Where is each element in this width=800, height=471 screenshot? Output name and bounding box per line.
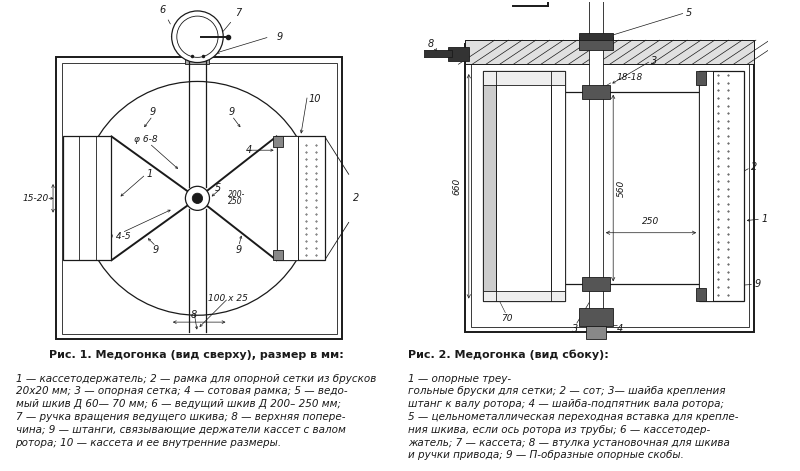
Text: 70: 70 — [501, 314, 512, 323]
Bar — [273, 250, 283, 260]
Text: 3: 3 — [572, 324, 578, 334]
Text: 9: 9 — [277, 32, 283, 42]
Text: 7: 7 — [223, 8, 242, 31]
Bar — [482, 291, 565, 301]
Bar — [482, 71, 496, 301]
Bar — [448, 47, 469, 61]
Bar — [699, 71, 713, 301]
Text: 5: 5 — [686, 8, 692, 18]
Bar — [579, 37, 613, 50]
Text: 18-18: 18-18 — [617, 73, 643, 82]
Bar — [277, 137, 298, 260]
Text: 6: 6 — [160, 5, 170, 24]
Bar — [482, 71, 565, 301]
Bar — [57, 57, 342, 339]
Bar — [418, 50, 451, 57]
Text: 250: 250 — [642, 217, 660, 226]
Text: 5: 5 — [215, 183, 221, 193]
Text: 8: 8 — [191, 310, 197, 320]
Bar — [470, 49, 749, 327]
Text: φ 4-5: φ 4-5 — [106, 232, 130, 241]
Bar — [63, 137, 111, 260]
Bar — [582, 85, 610, 98]
Text: 10: 10 — [308, 94, 321, 104]
Bar — [579, 309, 613, 325]
Text: 2: 2 — [353, 193, 358, 203]
Bar — [273, 137, 283, 147]
Text: 660: 660 — [453, 178, 462, 195]
Bar — [466, 40, 754, 64]
Text: 15-20: 15-20 — [22, 194, 49, 203]
Bar — [586, 325, 606, 339]
Text: 6: 6 — [500, 142, 506, 152]
Bar — [466, 44, 754, 333]
Text: 9: 9 — [153, 245, 159, 255]
Text: 1 — кассетодержатель; 2 — рамка для опорной сетки из брусков
20х20 мм; 3 — опорн: 1 — кассетодержатель; 2 — рамка для опор… — [15, 374, 376, 447]
Text: 200-: 200- — [228, 190, 246, 199]
Bar — [277, 137, 325, 260]
Bar — [482, 71, 565, 85]
Text: 9: 9 — [229, 107, 235, 117]
Text: 2: 2 — [751, 162, 758, 172]
Text: 4: 4 — [246, 145, 252, 155]
Bar — [579, 33, 613, 40]
Text: φ 6-8: φ 6-8 — [134, 135, 158, 145]
Bar — [582, 277, 610, 291]
Text: 1: 1 — [146, 169, 153, 179]
Bar — [551, 71, 565, 301]
Text: 10₄: 10₄ — [297, 194, 311, 203]
Text: 8: 8 — [428, 39, 434, 49]
Circle shape — [186, 187, 210, 211]
Text: 1 — опорные треу-
гольные бруски для сетки; 2 — сот; 3— шайба крепления
штанг к : 1 — опорные треу- гольные бруски для сет… — [408, 374, 738, 461]
Bar — [696, 288, 706, 301]
Text: 4: 4 — [617, 324, 623, 334]
Bar — [589, 0, 603, 40]
Bar — [186, 50, 210, 64]
Text: 9: 9 — [150, 107, 156, 117]
Text: 9: 9 — [235, 245, 242, 255]
Text: 7: 7 — [518, 94, 523, 104]
Bar — [699, 71, 744, 301]
Bar — [696, 71, 706, 85]
Bar — [589, 40, 603, 325]
Bar — [466, 40, 754, 64]
Text: 560: 560 — [617, 179, 626, 197]
Text: 250: 250 — [228, 197, 243, 206]
Text: 9: 9 — [754, 279, 761, 289]
Bar — [62, 63, 337, 334]
Text: 370: 370 — [71, 172, 80, 190]
Circle shape — [192, 193, 202, 203]
Text: 80: 80 — [82, 208, 93, 217]
Circle shape — [172, 11, 223, 63]
Text: 3: 3 — [651, 56, 658, 66]
Text: 100 х 25: 100 х 25 — [209, 293, 248, 302]
Text: Рис. 2. Медогонка (вид сбоку):: Рис. 2. Медогонка (вид сбоку): — [408, 350, 609, 360]
Text: 1: 1 — [762, 214, 768, 224]
Text: Рис. 1. Медогонка (вид сверху), размер в мм:: Рис. 1. Медогонка (вид сверху), размер в… — [49, 350, 343, 360]
